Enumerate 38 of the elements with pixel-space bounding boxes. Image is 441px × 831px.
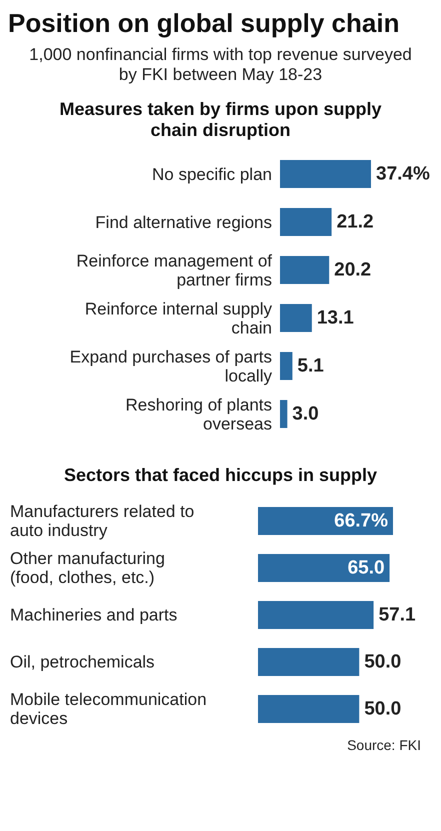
y-tick-label: Manufacturers related to auto industry xyxy=(10,502,194,540)
y-tick-label: Reinforce internal supply chain xyxy=(84,299,272,337)
bar xyxy=(258,648,360,676)
bar xyxy=(280,256,330,284)
y-tick-label: Find alternative regions xyxy=(95,212,272,232)
bar xyxy=(258,507,393,535)
y-tick-label: Expand purchases of parts locally xyxy=(70,347,272,385)
source-note: Source: FKI xyxy=(346,737,421,753)
y-tick-label: Reinforce management of partner firms xyxy=(76,251,272,289)
bar xyxy=(258,554,390,582)
bar xyxy=(258,601,374,629)
data-label: 21.2 xyxy=(336,212,374,232)
data-label: 5.1 xyxy=(297,356,324,376)
bar xyxy=(280,304,312,332)
chart-title: Sectors that faced hiccups in supply xyxy=(62,465,378,486)
data-label: 3.0 xyxy=(292,404,319,424)
bar xyxy=(280,352,292,380)
y-tick-label: Oil, petrochemicals xyxy=(10,652,155,671)
bar xyxy=(280,160,371,188)
data-label: 37.4% xyxy=(376,164,430,184)
data-label: 20.2 xyxy=(334,260,372,280)
data-label: 66.7% xyxy=(334,510,388,532)
data-label: 65.0 xyxy=(348,558,385,578)
text: Measures taken by firms upon supply chain disruption xyxy=(58,99,383,141)
y-tick-label: Machineries and parts xyxy=(10,605,178,624)
data-label: 57.1 xyxy=(378,604,416,626)
y-tick-label: No specific plan xyxy=(152,164,272,184)
chart-subtitle: 1,000 nonfinancial firms with top revenue surveyed by FKI between May 18-23 xyxy=(28,45,413,85)
bar xyxy=(280,208,332,236)
chart-title: Position on global supply chain xyxy=(8,8,400,39)
y-tick-label: Mobile telecommunication devices xyxy=(10,690,207,728)
data-label: 50.0 xyxy=(364,652,402,672)
y-tick-label: Other manufacturing (food, clothes, etc.) xyxy=(10,548,165,586)
data-label: 13.1 xyxy=(316,308,354,328)
data-label: 50.0 xyxy=(364,698,402,720)
bar xyxy=(280,400,288,428)
y-tick-label: Reshoring of plants overseas xyxy=(126,395,272,433)
bar xyxy=(258,695,360,723)
